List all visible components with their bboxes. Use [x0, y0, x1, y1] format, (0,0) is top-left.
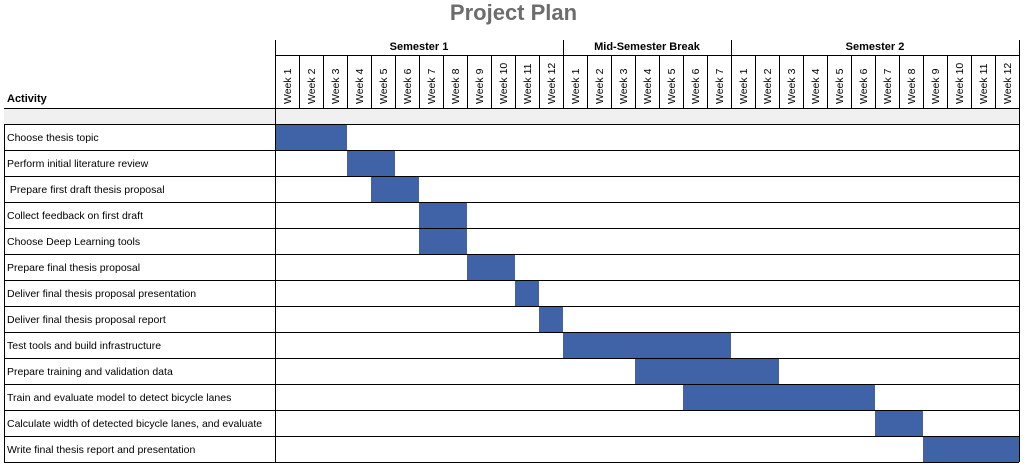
- task-bar: [371, 176, 419, 202]
- week-label: Week 6: [690, 68, 702, 104]
- week-label: Week 3: [618, 68, 630, 104]
- week-label: Week 1: [738, 68, 750, 104]
- phase-label: Semester 2: [846, 41, 905, 53]
- week-label: Week 10: [498, 63, 510, 104]
- task-bar: [419, 228, 467, 254]
- task-bar: [635, 358, 779, 384]
- activity-label: Prepare final thesis proposal: [7, 262, 140, 274]
- page-title: Project Plan: [449, 0, 578, 25]
- task-bar: [515, 280, 539, 306]
- task-bar: [683, 384, 875, 410]
- task-bar: [539, 306, 563, 332]
- week-label: Week 10: [954, 63, 966, 104]
- activity-label: Deliver final thesis proposal presentati…: [7, 288, 196, 300]
- phase-label: Mid-Semester Break: [594, 41, 701, 53]
- task-bar: [875, 410, 923, 436]
- activity-label: Perform initial literature review: [7, 158, 149, 170]
- week-label: Week 8: [906, 68, 918, 104]
- week-label: Week 4: [354, 68, 366, 104]
- week-label: Week 12: [1002, 63, 1014, 104]
- week-label: Week 2: [306, 68, 318, 104]
- activity-label: Calculate width of detected bicycle lane…: [7, 418, 262, 430]
- activity-label: Test tools and build infrastructure: [7, 340, 161, 352]
- activity-label: Train and evaluate model to detect bicyc…: [7, 392, 231, 404]
- week-label: Week 8: [450, 68, 462, 104]
- task-bar: [419, 202, 467, 228]
- task-bar: [563, 332, 731, 358]
- activity-header: Activity: [7, 93, 48, 105]
- week-label: Week 9: [930, 68, 942, 104]
- week-label: Week 2: [594, 68, 606, 104]
- week-label: Week 12: [546, 63, 558, 104]
- week-label: Week 6: [858, 68, 870, 104]
- activity-label: Prepare training and validation data: [7, 366, 173, 378]
- week-label: Week 1: [570, 68, 582, 104]
- week-label: Week 7: [714, 68, 726, 104]
- activity-label: Collect feedback on first draft: [7, 210, 143, 222]
- week-label: Week 4: [642, 68, 654, 104]
- week-label: Week 5: [834, 68, 846, 104]
- week-label: Week 11: [978, 63, 990, 104]
- activity-label: Prepare first draft thesis proposal: [7, 184, 165, 196]
- week-label: Week 5: [378, 68, 390, 104]
- activity-label: Deliver final thesis proposal report: [7, 314, 166, 326]
- week-label: Week 11: [522, 63, 534, 104]
- activity-label: Choose thesis topic: [7, 132, 99, 144]
- week-label: Week 4: [810, 68, 822, 104]
- week-label: Week 1: [282, 68, 294, 104]
- activity-label: Choose Deep Learning tools: [7, 236, 140, 248]
- week-label: Week 7: [882, 68, 894, 104]
- week-label: Week 3: [330, 68, 342, 104]
- phase-label: Semester 1: [390, 41, 449, 53]
- week-label: Week 3: [786, 68, 798, 104]
- week-label: Week 5: [666, 68, 678, 104]
- task-bar: [347, 150, 395, 176]
- task-bar: [467, 254, 515, 280]
- task-bar: [275, 124, 347, 150]
- week-label: Week 6: [402, 68, 414, 104]
- task-bar: [923, 436, 1019, 462]
- week-label: Week 9: [474, 68, 486, 104]
- activity-label: Write final thesis report and presentati…: [7, 444, 195, 456]
- header-spacer-band: [4, 108, 1019, 124]
- week-label: Week 2: [762, 68, 774, 104]
- week-label: Week 7: [426, 68, 438, 104]
